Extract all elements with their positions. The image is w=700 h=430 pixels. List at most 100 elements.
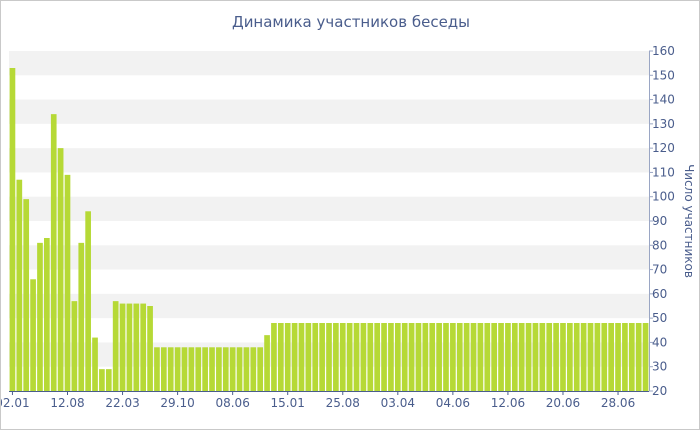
bar <box>57 148 64 391</box>
grid-band <box>9 51 649 76</box>
bar <box>394 323 401 391</box>
bar <box>147 306 153 391</box>
chart-title: Динамика участников беседы <box>231 13 471 31</box>
bar <box>154 347 160 391</box>
y-tick-label: 100 <box>652 190 675 204</box>
x-tick-label: 03.04 <box>381 396 415 410</box>
bar <box>367 323 374 391</box>
bar <box>243 347 250 391</box>
x-tick-label: 20.06 <box>546 396 580 410</box>
bar <box>573 323 580 391</box>
bar <box>319 323 325 391</box>
bar <box>326 323 332 391</box>
bar <box>608 323 614 391</box>
bar <box>532 323 539 391</box>
bar <box>250 347 257 391</box>
bar <box>594 323 601 391</box>
bar <box>23 199 30 391</box>
y-tick-label: 30 <box>652 360 667 374</box>
x-tick-label: 28.06 <box>601 396 635 410</box>
bar <box>16 179 23 391</box>
bar <box>277 323 284 391</box>
grid-bands <box>9 51 649 367</box>
bar <box>615 323 621 391</box>
y-tick-labels: 20 30 40 50 60 70 80 90 100 110 120 130 140 150 160 <box>649 44 675 398</box>
bar <box>580 323 587 391</box>
bar <box>85 211 91 391</box>
x-tick-label: 04.06 <box>436 396 470 410</box>
bar <box>491 323 498 391</box>
bar <box>374 323 381 391</box>
bar <box>381 323 387 391</box>
y-tick-label: 50 <box>652 311 667 325</box>
bar <box>119 303 126 391</box>
bar <box>37 242 43 391</box>
x-tick-label: 12.08 <box>50 396 84 410</box>
bar <box>408 323 415 391</box>
bars <box>9 68 649 392</box>
x-tick-label: 29.10 <box>160 396 194 410</box>
bar <box>64 174 71 391</box>
bar <box>505 323 511 391</box>
grid-band <box>9 196 649 221</box>
bar <box>628 323 635 391</box>
grid-band <box>9 245 649 270</box>
bar <box>160 347 167 391</box>
bar <box>401 323 408 391</box>
y-tick-label: 120 <box>652 141 675 155</box>
bar <box>429 323 436 391</box>
bar <box>587 323 594 391</box>
bar <box>140 303 147 391</box>
bar <box>353 323 360 391</box>
x-tick-label: 12.06 <box>491 396 525 410</box>
y-tick-label: 20 <box>652 384 667 398</box>
y-tick-label: 70 <box>652 263 667 277</box>
bar <box>456 323 463 391</box>
bar <box>498 323 504 391</box>
bar <box>284 323 291 391</box>
bar <box>174 347 181 391</box>
x-tick-label: 15.01 <box>271 396 305 410</box>
bar <box>236 347 243 391</box>
bar <box>546 323 553 391</box>
bar <box>305 323 312 391</box>
bar <box>518 323 525 391</box>
bar <box>271 323 277 391</box>
bar <box>257 347 264 391</box>
bar <box>105 369 112 391</box>
bar <box>484 323 491 391</box>
y-tick-label: 160 <box>652 44 675 58</box>
x-tick-label: 08.06 <box>215 396 249 410</box>
bar <box>567 323 573 391</box>
bar <box>477 323 484 391</box>
bar <box>202 347 208 391</box>
grid-band <box>9 293 649 319</box>
bar <box>126 303 133 391</box>
bar <box>339 323 346 391</box>
bar <box>222 347 229 391</box>
bar <box>291 323 298 391</box>
y-tick-label: 130 <box>652 117 675 131</box>
bar <box>635 323 642 391</box>
bar <box>133 303 140 391</box>
bar <box>360 323 367 391</box>
bar <box>188 347 195 391</box>
bar <box>443 323 449 391</box>
y-tick-label: 60 <box>652 287 667 301</box>
bar <box>229 347 236 391</box>
bar <box>44 238 50 391</box>
grid-band <box>9 148 649 173</box>
grid-band <box>9 99 649 124</box>
bar <box>601 323 608 391</box>
bar <box>9 68 16 391</box>
bar <box>92 337 98 391</box>
y-tick-label: 150 <box>652 68 675 82</box>
bar <box>195 347 202 391</box>
bar <box>415 323 422 391</box>
bar <box>78 242 85 391</box>
bar <box>511 323 518 391</box>
bar <box>525 323 532 391</box>
bar <box>112 301 119 391</box>
bar <box>209 347 215 391</box>
